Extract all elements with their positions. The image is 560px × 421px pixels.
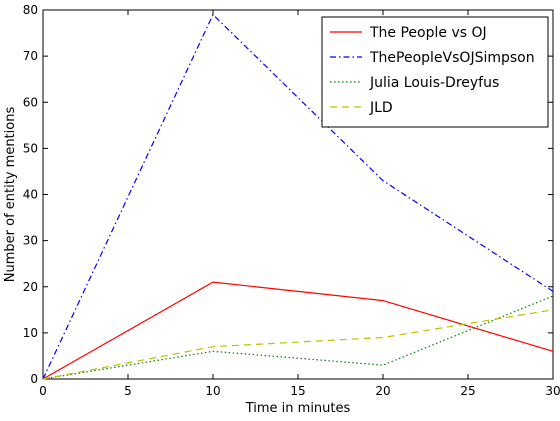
x-tick-label: 5 [124, 384, 132, 398]
x-axis-ticks: 0 5 10 15 20 25 30 [39, 10, 560, 398]
legend: The People vs OJ ThePeopleVsOJSimpson Juli… [321, 16, 549, 128]
x-tick-label: 30 [545, 384, 560, 398]
y-tick-label: 50 [23, 141, 38, 155]
y-tick-label: 20 [23, 280, 38, 294]
x-tick-label: 10 [205, 384, 220, 398]
x-tick-label: 0 [39, 384, 47, 398]
series-lines [42, 13, 554, 380]
x-tick-label: 25 [460, 384, 475, 398]
y-tick-label: 60 [23, 95, 38, 109]
y-tick-label: 0 [30, 372, 38, 386]
legend-label: JLD [369, 100, 393, 116]
y-axis-ticks: 0 10 20 30 40 50 60 70 80 [23, 3, 553, 386]
series-line-4 [42, 309, 554, 380]
y-tick-label: 30 [23, 234, 38, 248]
x-axis-label: Time in minutes [245, 401, 351, 416]
legend-box [321, 16, 549, 128]
y-tick-label: 10 [23, 326, 38, 340]
legend-label: The People vs OJ [369, 25, 487, 41]
y-axis-label: Number of entity mentions [3, 107, 18, 283]
legend-label: Julia Louis-Dreyfus [369, 75, 499, 91]
y-tick-label: 40 [23, 188, 38, 202]
series-line-1 [42, 281, 554, 380]
x-tick-label: 15 [290, 384, 305, 398]
legend-label: ThePeopleVsOJSimpson [369, 50, 535, 66]
y-tick-label: 70 [23, 49, 38, 63]
x-tick-label: 20 [375, 384, 390, 398]
y-tick-label: 80 [23, 3, 38, 17]
